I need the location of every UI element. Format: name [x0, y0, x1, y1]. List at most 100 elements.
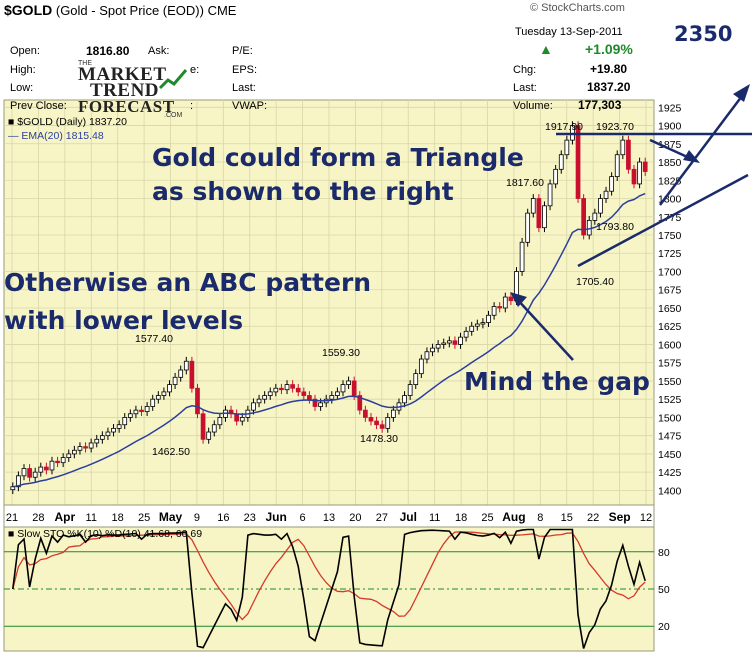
candle-body	[312, 398, 318, 407]
quote-prevclose-label: Prev Close:	[10, 100, 67, 112]
candle-body	[351, 380, 357, 396]
candle-body	[620, 139, 626, 156]
x-tick-label: 13	[323, 512, 335, 524]
candle-body	[273, 387, 279, 393]
price-label: 1793.80	[596, 221, 634, 233]
y-tick-label: 1875	[658, 139, 682, 151]
candle-body	[642, 161, 648, 172]
x-tick-label: 22	[587, 512, 599, 524]
x-tick-label: May	[159, 510, 183, 524]
y-axis: 1400 1425 1450 1475 1500 1525 1550 1575 1600 1625…	[658, 102, 682, 497]
candle-body	[329, 395, 335, 400]
x-tick-label: 28	[32, 512, 44, 524]
y-tick-label: 1850	[658, 157, 682, 169]
candle-body	[441, 342, 447, 345]
candle-body	[94, 438, 100, 444]
stoch-k-line	[12, 528, 646, 649]
change-pct: +1.09%	[585, 41, 633, 57]
candle-body	[144, 406, 150, 412]
candle-body	[402, 395, 407, 404]
abc-note-line1: Otherwise an ABC pattern	[4, 268, 372, 297]
x-tick-label: 8	[537, 512, 543, 524]
breakout-arrowhead	[733, 84, 750, 102]
candle-body	[407, 384, 413, 396]
legend-price: ■ $GOLD (Daily) 1837.20	[8, 116, 127, 128]
candle-body	[474, 323, 480, 327]
candle-body	[77, 446, 83, 451]
candle-body	[335, 391, 340, 396]
candle-body	[161, 391, 167, 396]
x-tick-label: Apr	[54, 510, 75, 524]
y-tick-label: 1625	[658, 321, 682, 333]
x-tick-label: 15	[561, 512, 573, 524]
candle-body	[480, 322, 486, 325]
exchange: CME	[207, 3, 237, 18]
gap-note: Mind the gap	[464, 367, 650, 396]
candle-body	[127, 413, 133, 418]
triangle-drawing	[515, 91, 752, 361]
candle-body	[122, 417, 128, 426]
candle-body	[290, 384, 295, 389]
candle-body	[530, 198, 536, 214]
candle-body	[88, 442, 94, 449]
quote-volume-value: 177,303	[578, 98, 622, 112]
candle-body	[486, 314, 491, 323]
candle-body	[598, 198, 603, 214]
x-tick-label: Jun	[265, 510, 286, 524]
candle-body	[172, 376, 178, 385]
candle-body	[318, 402, 323, 407]
breakout-arrow-line	[659, 91, 746, 206]
x-tick-label: Jul	[400, 510, 417, 524]
ema-line	[12, 192, 646, 488]
x-tick-label: 25	[481, 512, 493, 524]
candle-body	[430, 347, 435, 353]
x-tick-label: 18	[455, 512, 467, 524]
candle-body	[385, 417, 391, 429]
y-tick-label: 1900	[658, 121, 682, 133]
candle-body	[626, 139, 631, 170]
candle-body	[21, 468, 27, 477]
price-label: 1817.60	[506, 177, 544, 189]
quote-volume-label: Volume:	[513, 100, 553, 112]
candle-body	[363, 409, 368, 418]
logo-market: MARKET	[78, 64, 167, 85]
candle-body	[413, 373, 419, 385]
candle-body	[446, 340, 452, 344]
x-tick-label: 27	[376, 512, 388, 524]
candle-body	[99, 435, 105, 440]
x-tick-label: 21	[6, 512, 18, 524]
candle-body	[262, 395, 267, 400]
candle-body	[189, 360, 195, 389]
x-tick-label: Aug	[502, 510, 525, 524]
price-label: 1462.50	[152, 446, 190, 458]
candle-body	[105, 431, 111, 437]
quote-pe-label: P/E:	[232, 45, 253, 57]
candle-body	[547, 183, 553, 207]
y-tick-label: 1650	[658, 303, 682, 315]
candle-body	[139, 409, 144, 412]
y-tick-label: 1450	[658, 449, 682, 461]
candle-body	[195, 387, 200, 415]
quote-chg-value: +19.80	[590, 62, 628, 76]
stoch-title: Slow STO %K(10) %D(10) 41.68, 60.69	[17, 528, 203, 540]
candle-body	[279, 387, 284, 391]
candle-body	[206, 431, 212, 440]
price-labels: 1577.40 1462.50 1559.30 1478.30 1817.60 1917.…	[135, 121, 634, 458]
stoch-tick-label: 50	[658, 584, 670, 596]
candle-body	[301, 391, 307, 396]
candle-body	[424, 351, 430, 360]
candle-body	[16, 475, 21, 488]
candle-body	[536, 198, 542, 229]
x-tick-label: 6	[300, 512, 306, 524]
candle-body	[150, 398, 156, 407]
x-tick-label: 18	[112, 512, 124, 524]
candle-body	[564, 139, 570, 156]
candle-body	[609, 176, 614, 192]
candle-body	[458, 336, 463, 345]
y-tick-label: 1725	[658, 248, 682, 260]
logo-the: THE	[78, 60, 92, 67]
candle-body	[217, 417, 223, 426]
quote-fragment-e: e:	[190, 64, 200, 76]
price-label: 1559.30	[322, 347, 360, 359]
